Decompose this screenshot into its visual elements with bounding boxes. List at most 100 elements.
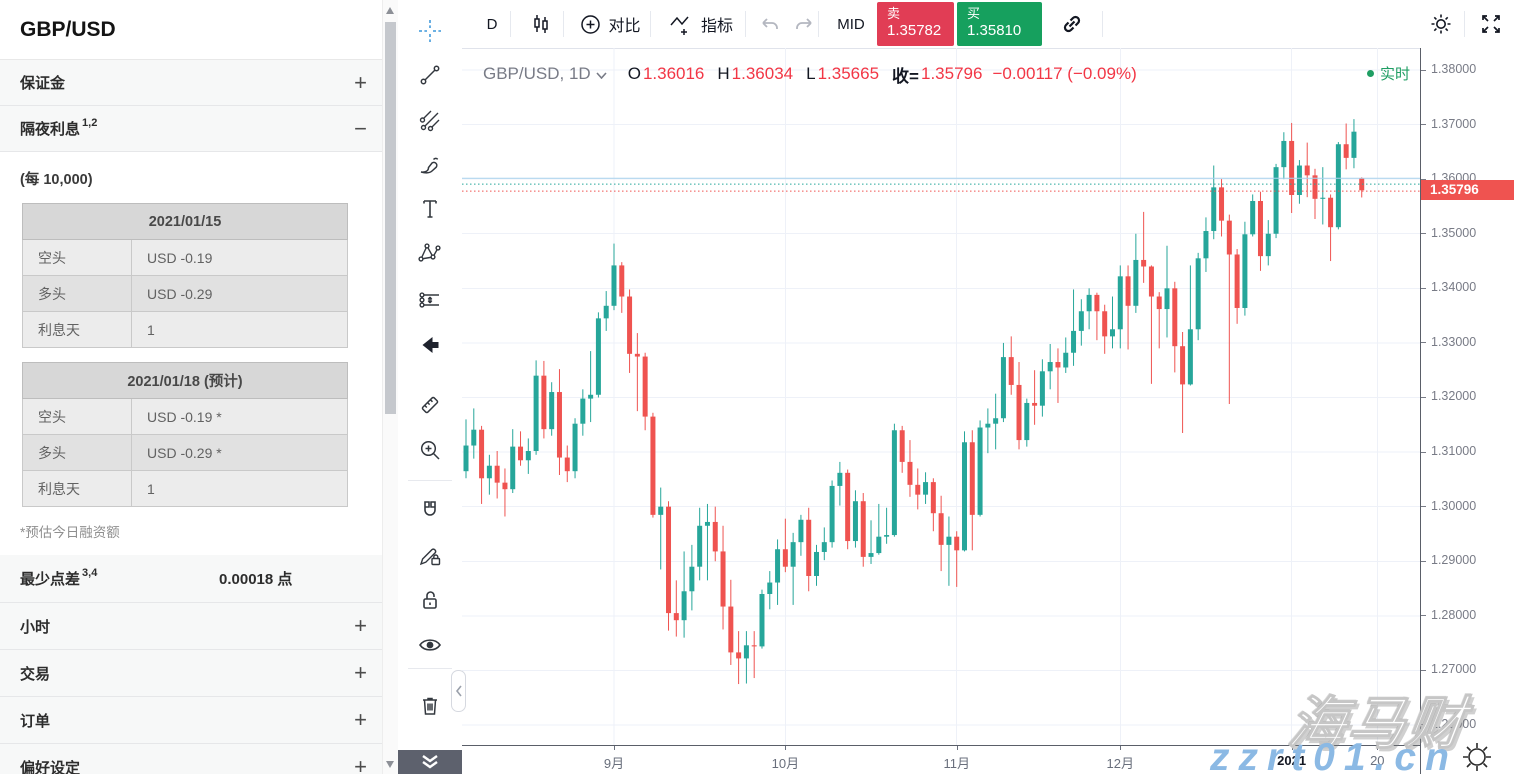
legend-symbol[interactable]: GBP/USD, 1D bbox=[483, 64, 591, 83]
scroll-down-icon[interactable] bbox=[386, 761, 394, 768]
hide-drawings-eye-icon[interactable] bbox=[416, 631, 444, 659]
table-row: 利息天 1 bbox=[22, 470, 348, 507]
back-arrow-icon[interactable] bbox=[416, 331, 444, 359]
redo-icon bbox=[796, 18, 812, 29]
price-tick bbox=[1421, 69, 1426, 71]
row-label: 利息天 bbox=[22, 470, 132, 507]
overnight-label: 隔夜利息 bbox=[20, 121, 81, 138]
redo-button[interactable] bbox=[788, 0, 820, 48]
time-tick bbox=[1120, 746, 1122, 750]
expand-plus-icon[interactable]: + bbox=[354, 707, 367, 732]
table-row: 多头 USD -0.29 bbox=[22, 275, 348, 312]
section-orders[interactable]: 订单 + bbox=[0, 697, 383, 744]
section-hours[interactable]: 小时 + bbox=[0, 603, 383, 650]
pitchfork-tool-icon[interactable] bbox=[416, 106, 444, 134]
instrument-info-sidebar: GBP/USD 保证金 + 隔夜利息 1,2 − (每 10,000) 2021… bbox=[0, 0, 399, 774]
buy-label: 买 bbox=[967, 6, 981, 21]
chart-toolbar: D 对比 指标 MID 卖 1.35782 买 bbox=[462, 0, 1514, 49]
price-tick bbox=[1421, 560, 1426, 562]
price-tick-label: 1.35000 bbox=[1431, 225, 1477, 240]
toolbar-divider bbox=[408, 668, 452, 669]
sell-label: 卖 bbox=[887, 6, 901, 21]
chart-body: GBP/USD, 1D O 1.36016 H 1.36034 L 1.35665 收… bbox=[462, 48, 1514, 774]
collapse-minus-icon[interactable]: − bbox=[354, 115, 367, 141]
row-label: 多头 bbox=[22, 275, 132, 312]
overnight-footnote-sup: 1,2 bbox=[82, 116, 98, 129]
price-axis[interactable]: 1.38000 1.37000 1.36000 1.35000 1.34000 1.330… bbox=[1420, 48, 1514, 774]
price-tick bbox=[1421, 178, 1426, 180]
section-preferences[interactable]: 偏好设定 + bbox=[0, 744, 383, 774]
expand-plus-icon[interactable]: + bbox=[354, 660, 367, 685]
section-trading[interactable]: 交易 + bbox=[0, 650, 383, 697]
indicators-button[interactable]: 指标 bbox=[662, 0, 740, 48]
buy-button[interactable]: 买 1.35810 bbox=[957, 2, 1042, 46]
price-tick-label: 1.32000 bbox=[1431, 389, 1477, 404]
orders-label: 订单 bbox=[20, 712, 51, 730]
candlestick-plot[interactable] bbox=[462, 48, 1420, 745]
text-tool-icon[interactable] bbox=[416, 195, 444, 223]
open-prefix: O bbox=[627, 64, 641, 83]
sidebar-scrollbar[interactable] bbox=[382, 0, 398, 774]
time-tick bbox=[1377, 746, 1379, 750]
table-header-date: 2021/01/15 bbox=[22, 203, 348, 240]
scrollbar-thumb[interactable] bbox=[385, 22, 396, 414]
compare-plus-circle-icon bbox=[581, 14, 601, 34]
drawing-lock-icon[interactable] bbox=[416, 542, 444, 570]
delete-drawings-trash-icon[interactable] bbox=[416, 692, 444, 720]
expand-plus-icon[interactable]: + bbox=[354, 69, 367, 95]
link-icon bbox=[1063, 15, 1081, 33]
time-tick bbox=[613, 746, 615, 750]
undo-button[interactable] bbox=[754, 0, 786, 48]
toolbar-divider bbox=[408, 480, 452, 481]
magnet-icon[interactable] bbox=[416, 497, 444, 525]
compare-button[interactable]: 对比 bbox=[574, 0, 646, 48]
link-button[interactable] bbox=[1052, 0, 1092, 48]
collapse-panel-handle[interactable] bbox=[451, 670, 466, 712]
low-value: 1.35665 bbox=[817, 64, 880, 83]
price-tick-label: 1.30000 bbox=[1431, 498, 1477, 513]
toolbar-separator bbox=[818, 11, 819, 37]
row-value: USD -0.29 * bbox=[131, 434, 348, 471]
collapse-toolbar-button[interactable] bbox=[398, 750, 462, 774]
zoom-in-icon[interactable] bbox=[416, 436, 444, 464]
mid-price-mode-button[interactable]: MID bbox=[837, 15, 865, 33]
section-margin[interactable]: 保证金 + bbox=[0, 60, 383, 106]
section-overnight[interactable]: 隔夜利息 1,2 − bbox=[0, 106, 383, 152]
toolbar-separator bbox=[1102, 11, 1103, 37]
table-row: 利息天 1 bbox=[22, 311, 348, 348]
price-tick bbox=[1421, 615, 1426, 617]
fullscreen-button[interactable] bbox=[1470, 0, 1512, 48]
lock-all-icon[interactable] bbox=[416, 586, 444, 614]
table-row: 多头 USD -0.29 * bbox=[22, 434, 348, 471]
table-row: 空头 USD -0.19 bbox=[22, 239, 348, 276]
chevron-down-icon[interactable] bbox=[596, 72, 607, 79]
interval-button[interactable]: D bbox=[486, 15, 498, 33]
high-value: 1.36034 bbox=[731, 64, 794, 83]
chart-type-button[interactable] bbox=[520, 0, 562, 48]
crosshair-tool-icon[interactable] bbox=[416, 17, 444, 45]
time-axis[interactable]: 9月 10月 11月 12月 2021 20 bbox=[462, 745, 1420, 774]
expand-plus-icon[interactable]: + bbox=[354, 754, 367, 774]
estimate-footnote: *预估今日融资额 bbox=[20, 525, 120, 540]
hours-label: 小时 bbox=[20, 618, 51, 636]
row-label: 多头 bbox=[22, 434, 132, 471]
table-header-date: 2021/01/18 (预计) bbox=[22, 362, 348, 399]
price-tick bbox=[1421, 669, 1426, 671]
toolbar-separator bbox=[650, 11, 651, 37]
settings-button[interactable] bbox=[1420, 0, 1462, 48]
ruler-icon[interactable] bbox=[416, 391, 444, 419]
projection-tool-icon[interactable] bbox=[416, 286, 444, 314]
realtime-label: 实时 bbox=[1379, 66, 1410, 83]
pattern-tool-icon[interactable] bbox=[416, 239, 444, 267]
scroll-up-icon[interactable] bbox=[386, 7, 394, 14]
table-row: 空头 USD -0.19 * bbox=[22, 398, 348, 435]
trend-line-tool-icon[interactable] bbox=[416, 61, 444, 89]
expand-plus-icon[interactable]: + bbox=[354, 613, 367, 638]
brush-tool-icon[interactable] bbox=[416, 151, 444, 179]
time-tick-label: 10月 bbox=[771, 756, 800, 771]
row-value: USD -0.29 bbox=[131, 275, 348, 312]
price-tick bbox=[1421, 233, 1426, 235]
price-tick-label: 1.27000 bbox=[1431, 662, 1477, 677]
sell-button[interactable]: 卖 1.35782 bbox=[877, 2, 954, 46]
chart-region: D 对比 指标 MID 卖 1.35782 买 bbox=[462, 0, 1514, 774]
